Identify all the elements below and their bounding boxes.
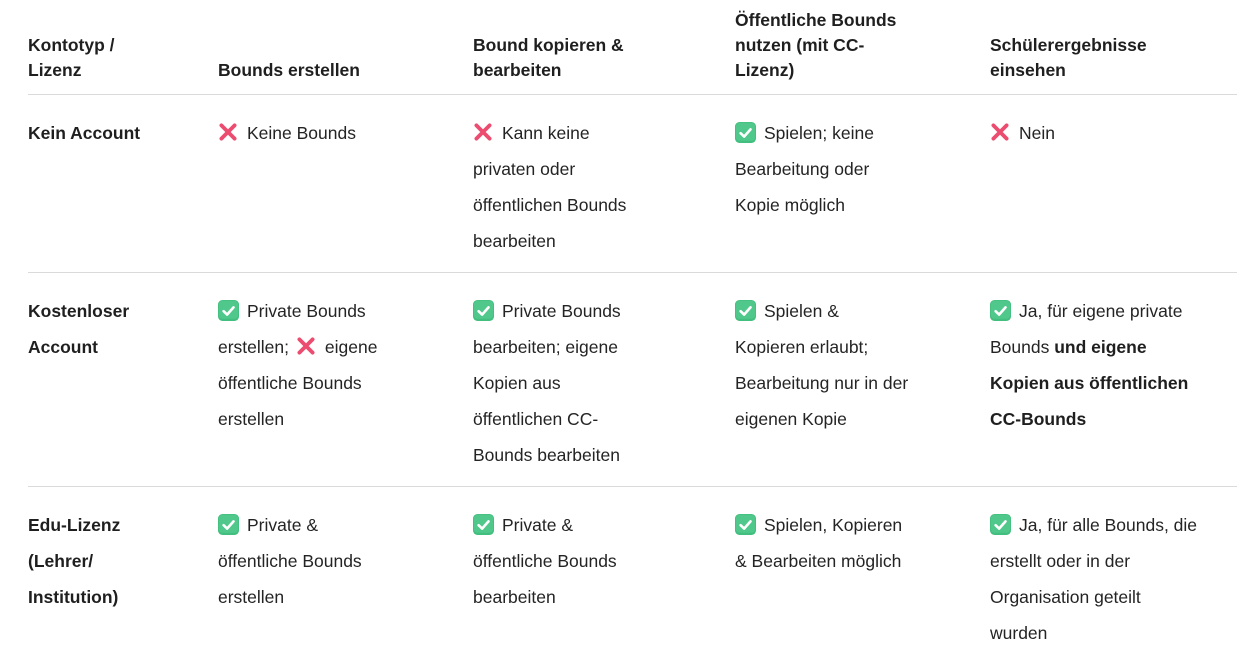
column-header: Bound kopieren & bearbeiten xyxy=(473,35,624,80)
table-cell: Private Bounds erstellen; eigene öffentl… xyxy=(218,273,473,486)
table-cell: Private & öffentliche Bounds erstellen xyxy=(218,487,473,658)
cell-text: Private & öffentliche Bounds bearbeiten xyxy=(473,515,617,607)
cell-text: und eigene Kopien aus öffentlichen CC-Bo… xyxy=(990,337,1189,429)
cell-text: Spielen; keine Bearbeitung oder Kopie mö… xyxy=(735,123,874,215)
cell-text: Ja, für eigene private Bounds xyxy=(990,301,1183,357)
cell-text: Kann keine privaten oder öffentlichen Bo… xyxy=(473,123,627,251)
check-icon xyxy=(735,300,756,321)
table-cell: Spielen, Kopieren & Bearbeiten möglich xyxy=(735,487,990,658)
table-row: Kostenloser Account Private Bounds erstel… xyxy=(28,272,1237,486)
check-icon xyxy=(473,514,494,535)
check-icon xyxy=(990,514,1011,535)
table-cell: Kann keine privaten oder öffentlichen Bo… xyxy=(473,95,735,272)
table-cell: Ja, für alle Bounds, die erstellt oder i… xyxy=(990,487,1237,658)
table-cell: Keine Bounds xyxy=(218,95,473,272)
table-header-row: Kontotyp / Lizenz Bounds erstellen Bound k… xyxy=(28,0,1237,94)
table-cell: Spielen & Kopieren erlaubt; Bearbeitung … xyxy=(735,273,990,486)
table-body: Kein Account Keine Bounds Kann keine priva… xyxy=(28,94,1237,658)
check-icon xyxy=(990,300,1011,321)
cross-icon xyxy=(218,122,239,143)
cell-text: Private Bounds erstellen; xyxy=(218,301,366,357)
check-icon xyxy=(218,514,239,535)
license-comparison-table: Kontotyp / Lizenz Bounds erstellen Bound k… xyxy=(28,0,1237,658)
check-icon xyxy=(735,514,756,535)
check-icon xyxy=(218,300,239,321)
cross-icon xyxy=(473,122,494,143)
table-row: Edu-Lizenz (Lehrer/ Institution) Private … xyxy=(28,486,1237,658)
cell-text: Keine Bounds xyxy=(247,123,356,143)
table-cell: Ja, für eigene private Bounds und eigene… xyxy=(990,273,1237,486)
cell-text: Spielen, Kopieren & Bearbeiten möglich xyxy=(735,515,903,571)
check-icon xyxy=(735,122,756,143)
row-label: Kostenloser Account xyxy=(28,301,130,357)
column-header: Schülerergebnisse einsehen xyxy=(990,35,1147,80)
check-icon xyxy=(473,300,494,321)
cell-text: Ja, für alle Bounds, die erstellt oder i… xyxy=(990,515,1198,643)
cell-text: Private Bounds bearbeiten; eigene Kopien… xyxy=(473,301,621,465)
table-cell: Private Bounds bearbeiten; eigene Kopien… xyxy=(473,273,735,486)
cell-text: eigene öffentliche Bounds erstellen xyxy=(218,337,378,429)
row-label: Edu-Lizenz (Lehrer/ Institution) xyxy=(28,515,121,607)
cross-icon xyxy=(296,336,317,357)
row-label: Kein Account xyxy=(28,123,141,143)
cell-text: Nein xyxy=(1019,123,1055,143)
cell-text: Private & öffentliche Bounds erstellen xyxy=(218,515,362,607)
column-header: Öffentliche Bounds nutzen (mit CC- Lizen… xyxy=(735,10,897,80)
cell-text: Spielen & Kopieren erlaubt; Bearbeitung … xyxy=(735,301,909,429)
table-cell: Spielen; keine Bearbeitung oder Kopie mö… xyxy=(735,95,990,272)
table-cell: Nein xyxy=(990,95,1237,272)
column-header: Kontotyp / Lizenz xyxy=(28,35,115,80)
column-header: Bounds erstellen xyxy=(218,60,360,80)
cross-icon xyxy=(990,122,1011,143)
table-cell: Private & öffentliche Bounds bearbeiten xyxy=(473,487,735,658)
table-row: Kein Account Keine Bounds Kann keine priva… xyxy=(28,94,1237,272)
